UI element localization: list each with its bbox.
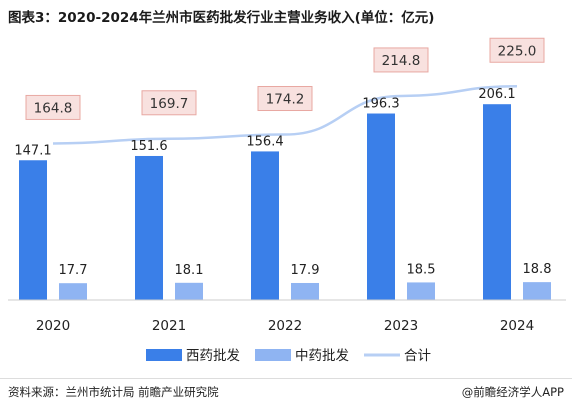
legend-label-west: 西药批发 <box>186 348 240 364</box>
total-label-2021: 169.7 <box>150 96 189 112</box>
total-line <box>52 85 518 145</box>
bar-west-2022 <box>251 151 279 300</box>
legend-label-chinese: 中药批发 <box>295 348 349 364</box>
source-note: 资料来源：兰州市统计局 前瞻产业研究院 <box>8 385 219 399</box>
bar-chinese-2024 <box>523 282 551 300</box>
bar-chinese-2020 <box>59 283 87 300</box>
legend-swatch-chinese <box>255 349 291 361</box>
label-west-2024: 206.1 <box>478 87 515 102</box>
footer-divider <box>0 378 572 379</box>
x-tick-2022: 2022 <box>268 318 302 334</box>
x-tick-2021: 2021 <box>152 318 186 334</box>
label-chinese-2021: 18.1 <box>175 263 204 278</box>
total-label-box-2024 <box>489 37 545 63</box>
total-label-box-2022 <box>257 86 313 112</box>
total-label-2020: 164.8 <box>34 100 73 116</box>
bar-west-2023 <box>367 113 395 300</box>
label-west-2021: 151.6 <box>130 139 167 154</box>
total-label-2022: 174.2 <box>266 92 305 108</box>
label-chinese-2022: 17.9 <box>291 263 320 278</box>
total-label-box-2023 <box>373 47 429 73</box>
total-label-2023: 214.8 <box>382 53 421 69</box>
total-label-2024: 225.0 <box>498 43 537 59</box>
label-chinese-2024: 18.8 <box>523 262 552 277</box>
chart-title: 图表3：2020-2024年兰州市医药批发行业主营业务收入(单位：亿元) <box>8 10 435 26</box>
total-label-box-2021 <box>141 90 197 116</box>
legend-label-total: 合计 <box>404 348 431 364</box>
label-chinese-2020: 17.7 <box>59 263 88 278</box>
bar-west-2024 <box>483 104 511 300</box>
x-tick-2020: 2020 <box>36 318 70 334</box>
brand-credit: @前瞻经济学人APP <box>461 385 564 399</box>
bar-west-2020 <box>19 160 47 300</box>
x-tick-2024: 2024 <box>500 318 534 334</box>
chart-area: 147.1 17.7 151.6 18.1 156.4 17.9 196.3 18.5 206.… <box>8 37 566 364</box>
legend-swatch-west <box>146 349 182 361</box>
bar-chinese-2023 <box>407 282 435 300</box>
bar-chinese-2021 <box>175 282 203 300</box>
label-chinese-2023: 18.5 <box>407 262 436 277</box>
bar-chinese-2022 <box>291 282 319 300</box>
label-west-2020: 147.1 <box>14 143 51 158</box>
x-tick-2023: 2023 <box>384 318 418 334</box>
label-west-2022: 156.4 <box>246 134 283 149</box>
total-label-box-2020 <box>25 94 81 120</box>
bar-west-2021 <box>135 155 163 300</box>
label-west-2023: 196.3 <box>362 97 399 112</box>
